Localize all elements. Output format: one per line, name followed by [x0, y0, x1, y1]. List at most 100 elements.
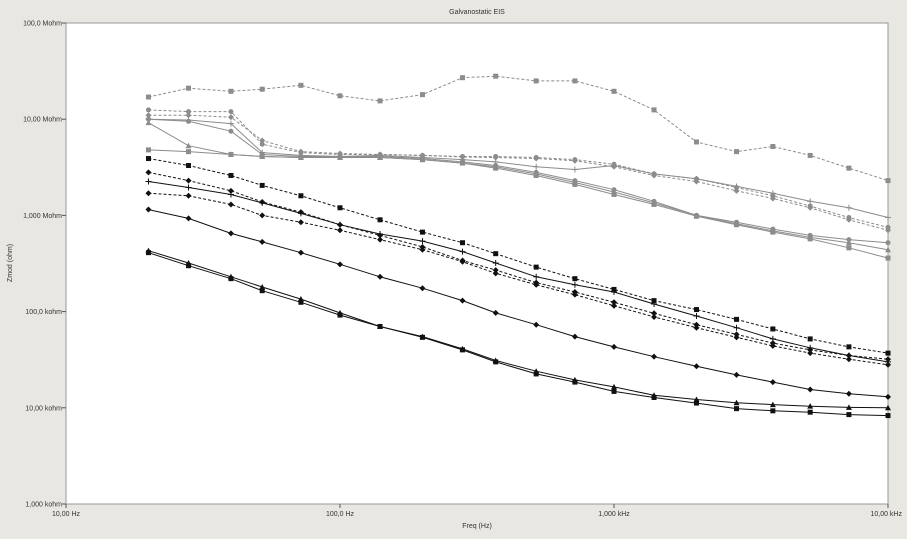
series-11-point-6	[377, 273, 384, 280]
series-11-point-10	[533, 321, 540, 328]
series-7-point-0	[145, 156, 151, 162]
series-13-point-8	[460, 347, 466, 353]
series-6-point-5	[337, 154, 343, 160]
series-line-12	[148, 250, 889, 409]
series-2-point-15	[733, 187, 740, 194]
series-10-point-12	[611, 302, 617, 309]
series-0-point-0	[145, 94, 151, 100]
series-0-point-4	[298, 82, 304, 88]
chart-title: Galvanostatic EIS	[449, 9, 505, 16]
y-tick-label-0: 1,000 kohm	[25, 502, 62, 509]
series-12-point-12	[611, 383, 617, 390]
series-5-point-19	[885, 246, 891, 253]
series-6	[145, 147, 891, 261]
series-0-point-14	[693, 139, 699, 145]
series-6-point-7	[419, 157, 425, 163]
series-7-point-15	[734, 316, 740, 322]
series-line-2	[148, 114, 889, 231]
series-13-point-18	[846, 412, 852, 418]
series-10-point-4	[297, 219, 304, 226]
series-6-point-18	[846, 245, 852, 251]
series-line-1	[148, 109, 889, 228]
series-10-point-19	[885, 361, 891, 368]
series-9-point-9	[492, 260, 499, 267]
series-4-point-1	[186, 118, 192, 124]
series-9-point-6	[377, 231, 384, 238]
series-9-point-0	[145, 178, 152, 185]
series-13-point-19	[885, 413, 891, 419]
series-9-point-11	[571, 281, 578, 288]
series-10-point-0	[145, 190, 152, 197]
series-2-point-16	[769, 195, 776, 202]
series-6-point-6	[377, 154, 383, 160]
series-line-8	[148, 171, 889, 360]
series-12-point-15	[733, 399, 740, 406]
series-0-point-9	[493, 73, 499, 79]
series-11-point-3	[259, 238, 266, 245]
series-13	[145, 250, 891, 419]
series-10	[145, 190, 891, 368]
series-9-point-2	[227, 191, 234, 198]
series-4-point-0	[145, 116, 151, 122]
series-2-point-10	[533, 155, 540, 162]
series-6-point-8	[460, 160, 466, 166]
series-2-point-11	[571, 157, 578, 164]
series-line-0	[148, 75, 889, 182]
series-11-point-1	[185, 215, 192, 222]
series-6-point-11	[572, 181, 578, 187]
series-7-point-2	[228, 172, 234, 178]
series-0-point-2	[228, 88, 234, 94]
y-tick-label-3: 1,000 Mohm	[23, 213, 62, 220]
series-13-point-5	[337, 312, 343, 318]
y-tick-label-1: 10,00 kohm	[25, 405, 62, 412]
series-line-9	[148, 181, 889, 363]
series-13-point-11	[572, 379, 578, 385]
series-line-3	[148, 118, 889, 218]
series-5-point-0	[145, 119, 152, 126]
x-tick-label-2: 1,000 kHz	[598, 511, 630, 518]
series-7-point-10	[533, 264, 539, 270]
series-0-point-12	[611, 88, 617, 94]
series-6-point-12	[611, 191, 617, 197]
series-13-point-3	[259, 288, 265, 294]
series-3-point-11	[571, 166, 578, 173]
series-7-point-1	[186, 163, 192, 169]
series-2-point-4	[297, 148, 304, 155]
series-3-point-14	[693, 175, 700, 182]
series-11-point-12	[611, 343, 617, 350]
series-4-point-18	[846, 237, 852, 243]
series-3-point-16	[769, 190, 776, 197]
series-3-point-13	[651, 170, 658, 177]
series-0-point-6	[377, 98, 383, 104]
series-13-point-17	[807, 409, 813, 415]
series-2-point-3	[259, 137, 266, 144]
series-3-point-12	[611, 162, 617, 169]
series-10-point-15	[733, 334, 740, 341]
series-13-point-7	[419, 334, 425, 340]
series-2-point-2	[227, 114, 234, 121]
series-10-point-1	[185, 192, 192, 199]
series-5-point-18	[845, 239, 852, 246]
series-10-point-14	[693, 324, 700, 331]
series-9-point-16	[769, 335, 776, 342]
series-11-point-11	[571, 333, 578, 340]
series-11-point-17	[807, 386, 814, 393]
series-11-point-0	[145, 206, 152, 213]
series-13-point-1	[186, 263, 192, 269]
series-9-point-7	[419, 238, 426, 245]
plot-area	[65, 22, 889, 505]
series-11-point-2	[227, 230, 234, 237]
series-9-point-4	[297, 210, 304, 217]
series-3-point-18	[845, 204, 852, 211]
series-8-point-0	[145, 169, 152, 176]
series-13-point-13	[651, 394, 657, 400]
series-6-point-14	[693, 213, 699, 219]
series-10-point-3	[259, 212, 266, 219]
series-6-point-16	[770, 229, 776, 235]
series-13-point-2	[228, 276, 234, 282]
series-1-point-3	[259, 141, 265, 147]
series-9-point-17	[807, 344, 814, 351]
series-10-point-16	[769, 342, 776, 349]
series-7-point-5	[337, 205, 343, 211]
series-1-point-2	[228, 109, 234, 115]
